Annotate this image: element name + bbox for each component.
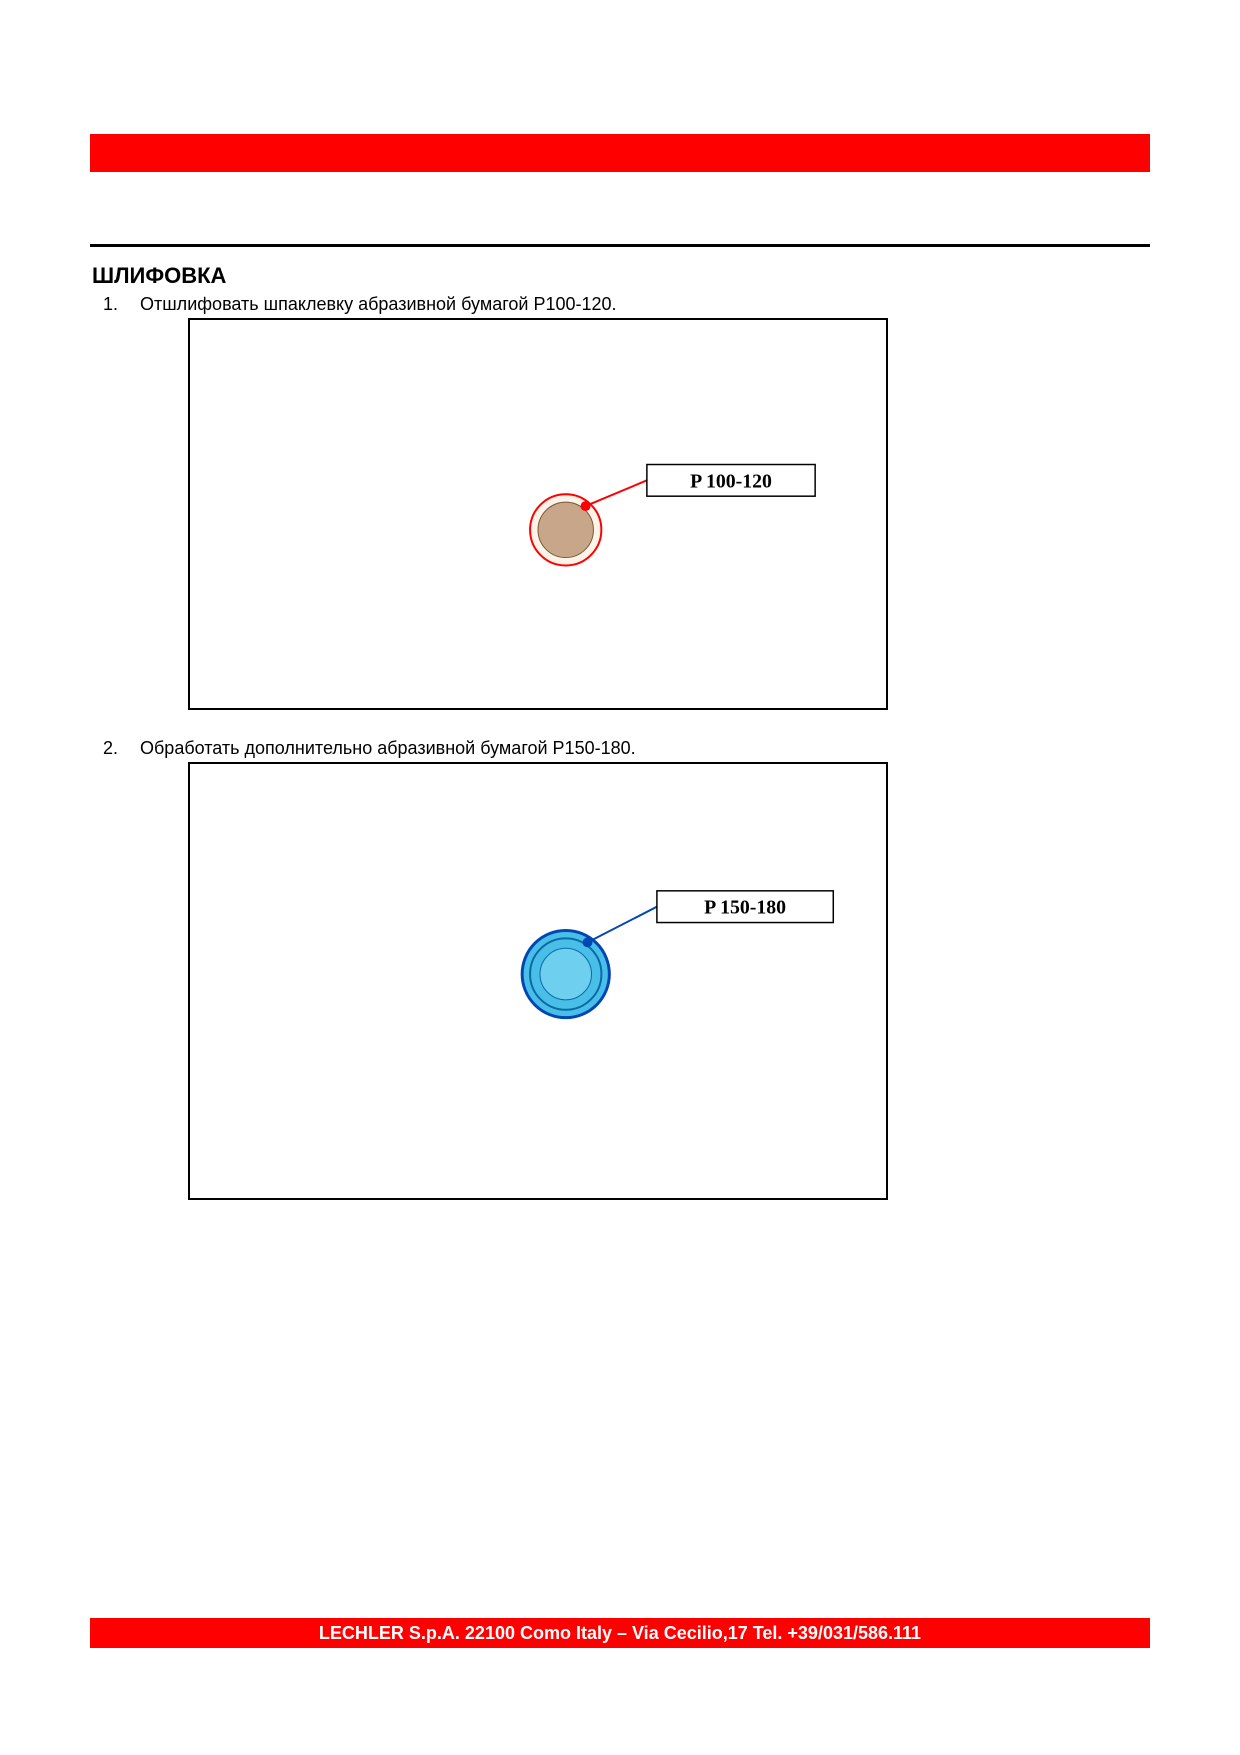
step-1-row: 1. Отшлифовать шпаклевку абразивной бума… xyxy=(98,294,617,315)
section-title: ШЛИФОВКА xyxy=(92,263,226,289)
step-1-number: 1. xyxy=(98,294,118,315)
label-text: P 150-180 xyxy=(704,897,786,919)
footer-text: LECHLER S.p.A. 22100 Como Italy – Via Ce… xyxy=(319,1623,921,1644)
diagram-1: P 100-120 xyxy=(190,320,886,708)
leader-dot xyxy=(583,937,593,947)
footer-bar: LECHLER S.p.A. 22100 Como Italy – Via Ce… xyxy=(90,1618,1150,1648)
leader-dot xyxy=(581,501,591,511)
header-divider xyxy=(90,244,1150,247)
diagram-2-frame: P 150-180 xyxy=(188,762,888,1200)
diagram-2: P 150-180 xyxy=(190,764,886,1198)
leader-line xyxy=(586,480,647,506)
disc-inner xyxy=(540,948,592,1000)
diagram-1-frame: P 100-120 xyxy=(188,318,888,710)
step-2-number: 2. xyxy=(98,738,118,759)
header-bar xyxy=(90,134,1150,172)
label-text: P 100-120 xyxy=(690,470,772,492)
step-1-text: Отшлифовать шпаклевку абразивной бумагой… xyxy=(140,294,617,315)
step-2-text: Обработать дополнительно абразивной бума… xyxy=(140,738,636,759)
step-2-row: 2. Обработать дополнительно абразивной б… xyxy=(98,738,636,759)
leader-line xyxy=(588,907,657,943)
